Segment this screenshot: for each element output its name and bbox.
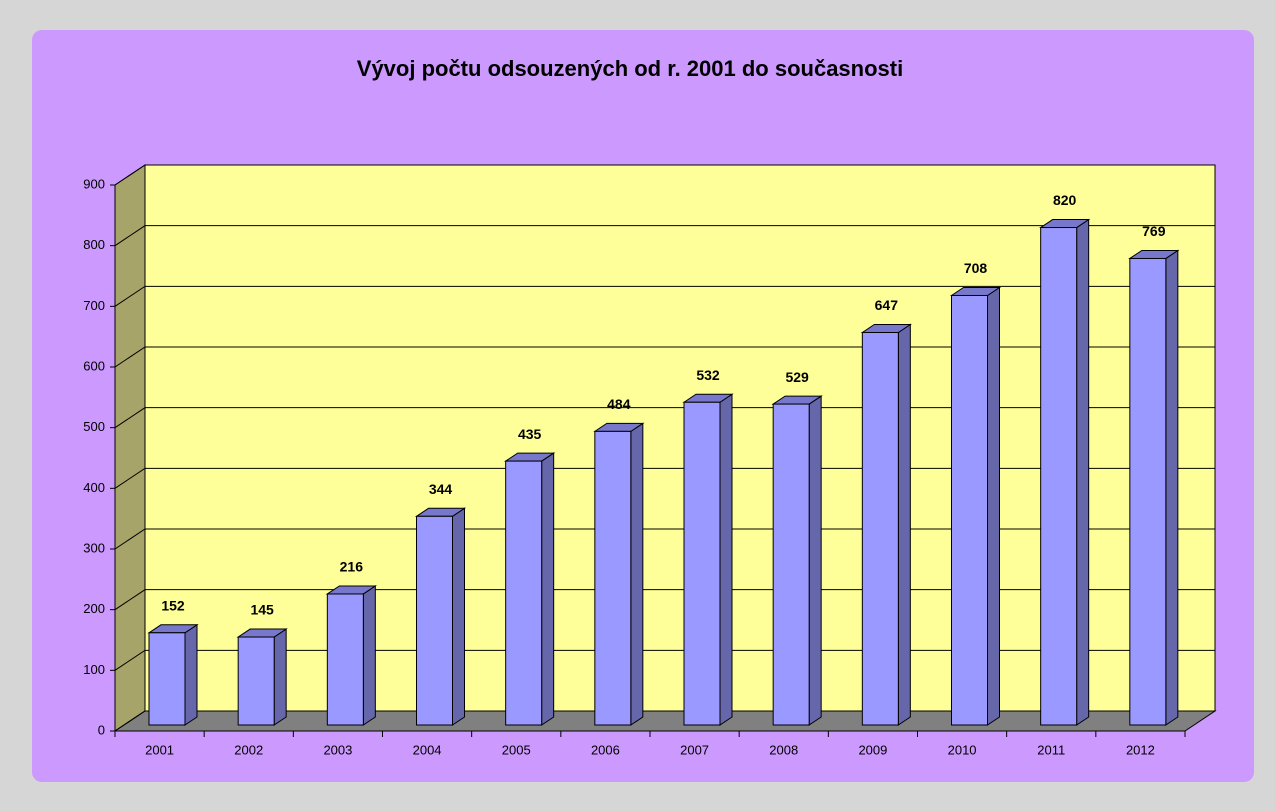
- bar-side: [630, 422, 644, 726]
- bar: [772, 403, 810, 726]
- bar: [861, 331, 899, 726]
- bar-side: [541, 452, 555, 726]
- grid-line: [114, 467, 1215, 489]
- bar-side: [273, 628, 287, 726]
- y-tick-label: 700: [83, 298, 105, 313]
- y-tick-label: 200: [83, 601, 105, 616]
- bar-side: [452, 507, 465, 726]
- bar: [416, 515, 453, 726]
- bar-side: [808, 395, 822, 726]
- x-tick-label: 2004: [413, 742, 442, 757]
- bar: [951, 294, 988, 726]
- grid-line: [114, 285, 1215, 307]
- value-label: 529: [785, 369, 809, 385]
- y-tick-label: 900: [83, 176, 105, 191]
- bar: [1040, 227, 1078, 726]
- bar: [237, 636, 275, 726]
- y-tick-label: 300: [83, 540, 105, 555]
- bar-side: [719, 393, 733, 726]
- value-label: 152: [161, 597, 185, 613]
- bar: [505, 460, 543, 726]
- bar: [683, 401, 721, 726]
- chart-title: Vývoj počtu odsouzených od r. 2001 do so…: [357, 56, 903, 81]
- y-tick-label: 0: [98, 722, 105, 737]
- bar-side: [987, 286, 1000, 726]
- x-tick-label: 2012: [1126, 742, 1155, 757]
- value-label: 484: [607, 396, 631, 412]
- bar-side: [1076, 218, 1090, 726]
- value-label: 820: [1053, 192, 1077, 208]
- value-label: 708: [964, 260, 988, 276]
- grid-line: [114, 164, 1215, 186]
- grid-line: [114, 346, 1215, 368]
- grid-line: [114, 407, 1215, 429]
- value-label: 145: [250, 602, 274, 618]
- bar-side: [184, 623, 198, 726]
- y-tick-label: 500: [83, 419, 105, 434]
- bar: [326, 593, 364, 726]
- x-tick-label: 2005: [502, 742, 531, 757]
- value-label: 769: [1142, 223, 1166, 239]
- x-tick-label: 2007: [680, 742, 709, 757]
- grid-line: [114, 528, 1215, 550]
- value-label: 647: [875, 297, 899, 313]
- grid-line: [114, 710, 1215, 732]
- value-label: 435: [518, 426, 542, 442]
- y-tick-label: 400: [83, 480, 105, 495]
- value-label: 344: [429, 481, 453, 497]
- x-tick-label: 2008: [769, 742, 798, 757]
- x-tick-label: 2010: [948, 742, 977, 757]
- grid-line: [114, 225, 1215, 247]
- value-label: 216: [340, 559, 364, 575]
- x-tick-label: 2009: [858, 742, 887, 757]
- bar: [594, 430, 632, 726]
- x-tick-label: 2001: [145, 742, 174, 757]
- grid-line: [114, 589, 1215, 611]
- y-tick-label: 100: [83, 662, 105, 677]
- x-tick-label: 2003: [323, 742, 352, 757]
- x-tick-label: 2002: [234, 742, 263, 757]
- bar-side: [1165, 249, 1179, 726]
- side-wall: [114, 164, 146, 732]
- bar-side: [897, 323, 911, 726]
- x-tick-label: 2011: [1037, 742, 1065, 757]
- bar: [148, 632, 186, 726]
- x-tick-label: 2006: [591, 742, 620, 757]
- bar-side: [362, 585, 376, 726]
- bar: [1129, 257, 1167, 726]
- value-label: 532: [696, 367, 720, 383]
- grid-line: [114, 649, 1215, 671]
- y-tick-label: 600: [83, 358, 105, 373]
- y-tick-label: 800: [83, 237, 105, 252]
